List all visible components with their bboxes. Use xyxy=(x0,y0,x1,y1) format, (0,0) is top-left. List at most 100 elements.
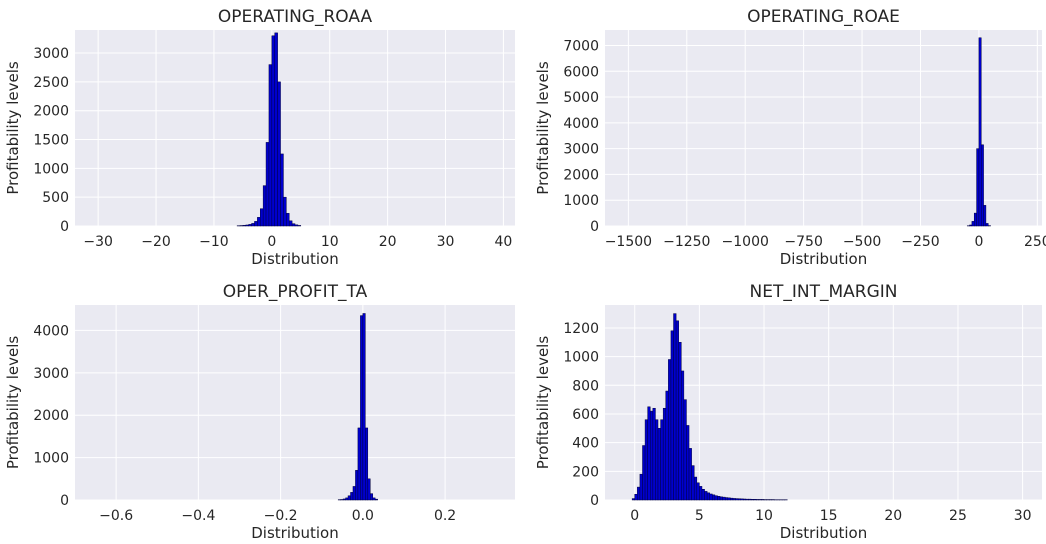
y-axis-label: Profitability levels xyxy=(534,61,552,195)
y-tick-label: 5000 xyxy=(563,90,599,106)
histogram-bar xyxy=(345,497,349,501)
x-tick-label: 0 xyxy=(974,234,983,250)
histogram-bar xyxy=(662,407,667,501)
histogram-bar xyxy=(642,445,646,501)
histogram-bar xyxy=(740,498,744,501)
histogram-bar xyxy=(717,496,721,501)
y-tick-label: 2000 xyxy=(563,167,599,183)
x-tick-label: 20 xyxy=(379,234,397,250)
y-tick-label: 4000 xyxy=(563,116,599,132)
x-tick-label: −250 xyxy=(901,234,939,250)
histogram-bar xyxy=(709,493,713,501)
histogram-bar xyxy=(732,498,736,501)
histogram-bar xyxy=(701,488,705,501)
histogram-bar xyxy=(743,498,747,501)
plot-background xyxy=(605,30,1042,226)
y-tick-label: 0 xyxy=(590,493,599,509)
y-tick-label: 0 xyxy=(60,219,69,235)
histogram-bar xyxy=(761,499,765,501)
x-tick-label: −1250 xyxy=(663,234,710,250)
histogram-bar xyxy=(242,225,247,227)
x-tick-label: 30 xyxy=(437,234,455,250)
histogram-bar xyxy=(355,470,359,501)
histogram-bar xyxy=(357,427,361,501)
y-tick-label: 600 xyxy=(572,407,599,423)
histogram-bar xyxy=(980,144,984,227)
y-tick-label: 2500 xyxy=(33,75,69,91)
y-tick-label: 500 xyxy=(42,190,69,206)
x-tick-label: 0.2 xyxy=(434,508,456,524)
y-tick-label: 1000 xyxy=(563,350,599,366)
histogram-bar xyxy=(652,407,656,501)
histogram-bar xyxy=(347,495,351,501)
gridlines xyxy=(75,305,515,501)
chart-title: NET_INT_MARGIN xyxy=(750,282,898,302)
histogram-bar xyxy=(978,37,982,227)
x-axis-label: Distribution xyxy=(251,524,339,542)
tick-labels: −0.6 −0.4 −0.2 0.0 0.2 0 1000 2000 3000 4000 xyxy=(33,323,456,524)
histogram-bar xyxy=(675,320,679,501)
x-tick-label: −10 xyxy=(199,234,229,250)
histogram-bar xyxy=(631,498,635,501)
histogram-bar xyxy=(693,476,698,501)
x-tick-label: 10 xyxy=(321,234,339,250)
x-tick-label: −20 xyxy=(141,234,171,250)
x-axis-label: Distribution xyxy=(780,524,868,542)
x-tick-label: −1500 xyxy=(605,234,652,250)
chart-title: OPER_PROFIT_TA xyxy=(223,282,368,302)
histogram-bar xyxy=(294,224,299,227)
x-tick-label: 0.0 xyxy=(352,508,374,524)
histogram-bar xyxy=(291,223,296,227)
histogram-bar xyxy=(274,32,278,227)
x-tick-label: 20 xyxy=(884,508,902,524)
y-tick-label: 1000 xyxy=(33,451,69,467)
histogram-bar xyxy=(260,208,264,227)
histogram-bar xyxy=(704,491,708,501)
histogram-bar xyxy=(699,486,703,501)
histogram-bar xyxy=(745,498,749,501)
x-tick-label: 10 xyxy=(755,508,773,524)
y-axis-label: Profitability levels xyxy=(4,336,22,470)
histogram-bar xyxy=(268,64,273,227)
histogram-bar xyxy=(254,221,258,227)
chart-title: OPERATING_ROAE xyxy=(747,7,900,27)
subplot-operating-roaa: −30 −20 −10 0 10 20 30 40 0 500 1000 1500 2000 2500 30… xyxy=(4,7,515,268)
histogram-bars xyxy=(631,313,788,501)
y-tick-label: 1000 xyxy=(33,161,69,177)
histogram-bar xyxy=(973,212,977,227)
y-tick-label: 2000 xyxy=(33,104,69,120)
histogram-bar xyxy=(719,496,723,501)
histogram-bar xyxy=(730,497,734,501)
gridlines xyxy=(75,30,515,227)
histogram-bar xyxy=(665,390,669,501)
y-tick-label: 800 xyxy=(572,378,599,394)
y-axis-label: Profitability levels xyxy=(534,336,552,470)
x-tick-label: −1000 xyxy=(722,234,769,250)
histogram-bar xyxy=(647,406,651,501)
tick-labels: −30 −20 −10 0 10 20 30 40 0 500 1000 1500 2000 2500 30… xyxy=(33,46,512,250)
histogram-bar xyxy=(681,370,685,501)
x-tick-label: 15 xyxy=(820,508,838,524)
histogram-bar xyxy=(288,220,293,227)
histogram-bar xyxy=(712,494,716,501)
y-tick-label: 1000 xyxy=(563,193,599,209)
histogram-bar xyxy=(969,224,973,227)
y-tick-label: 0 xyxy=(60,493,69,509)
histogram-bar xyxy=(985,223,989,227)
y-tick-label: 1500 xyxy=(33,133,69,149)
x-tick-label: 25 xyxy=(949,508,967,524)
histogram-bar xyxy=(372,497,376,501)
x-tick-label: −500 xyxy=(843,234,881,250)
histogram-bar xyxy=(737,498,742,501)
x-tick-label: 0 xyxy=(267,234,276,250)
histogram-bar xyxy=(660,419,664,501)
histogram-bar xyxy=(277,81,281,227)
histogram-bar xyxy=(706,492,710,501)
y-tick-label: 2000 xyxy=(33,408,69,424)
histogram-bar xyxy=(688,448,692,501)
histogram-bar xyxy=(262,185,267,227)
histogram-bar xyxy=(251,223,255,227)
histogram-bar xyxy=(362,313,366,501)
histogram-bar xyxy=(342,498,346,501)
histogram-bars xyxy=(337,313,378,501)
